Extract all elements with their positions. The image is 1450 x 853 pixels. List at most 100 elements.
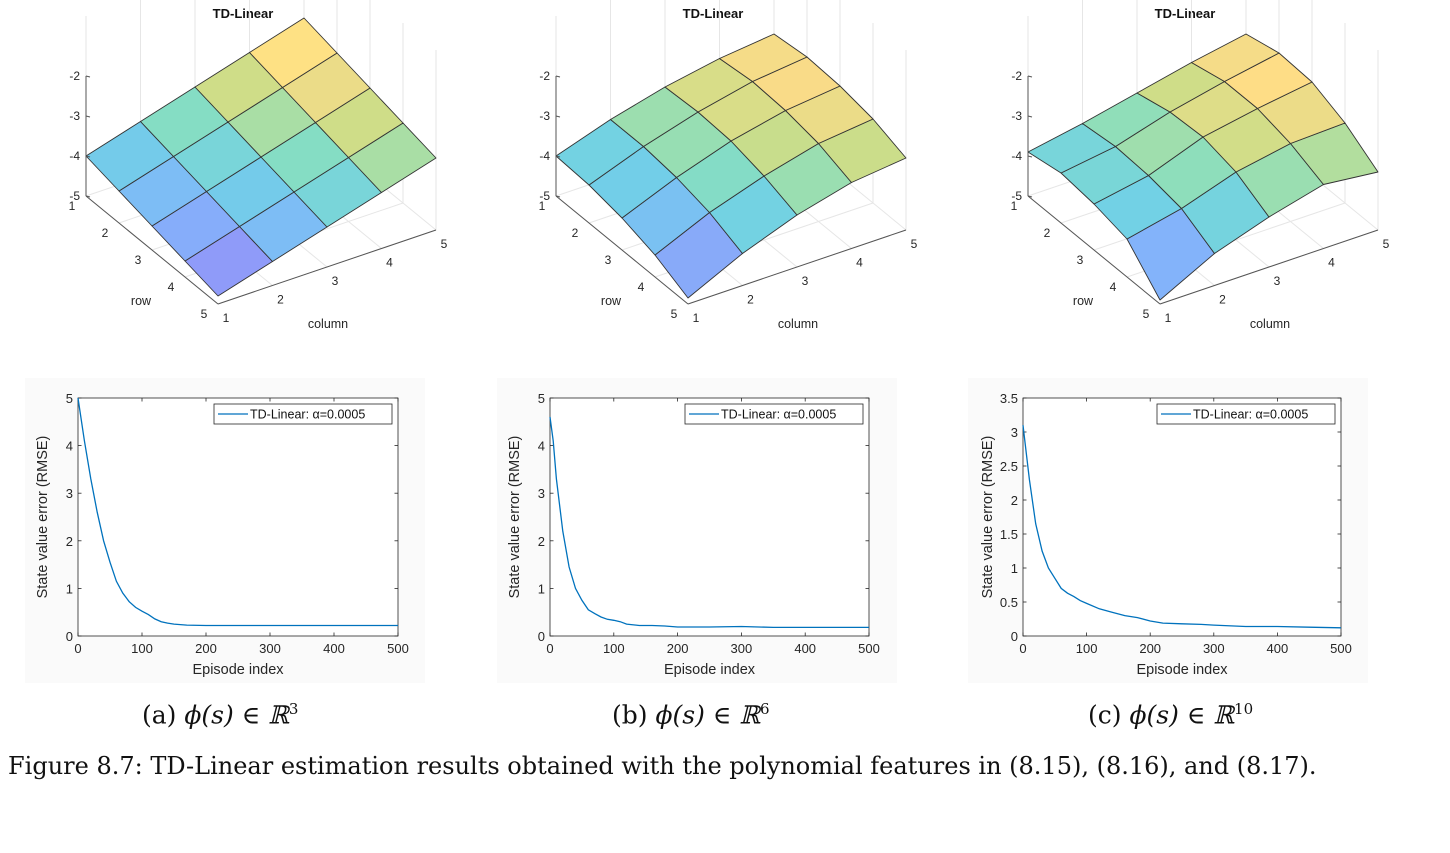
- x-tick-label: 300: [1203, 641, 1225, 656]
- row-tick-label: 2: [102, 226, 109, 240]
- z-tick: [555, 155, 561, 158]
- surface-patch: [249, 17, 338, 88]
- y-tick-label: 1.5: [1000, 527, 1018, 542]
- axes-box: [549, 397, 870, 637]
- row-tick-label: 1: [69, 199, 76, 213]
- row-tick-label: 5: [671, 307, 678, 321]
- z-tick-label: -5: [1011, 189, 1022, 203]
- plot-area: [550, 398, 869, 636]
- chart-title: TD-Linear: [683, 6, 744, 21]
- series-line: [549, 416, 869, 629]
- surface-patch: [719, 33, 808, 82]
- y-tick-label: 5: [538, 391, 545, 406]
- axes-frame: [549, 397, 870, 637]
- x-tick-label: 500: [1330, 641, 1352, 656]
- series-line: [77, 397, 398, 627]
- x-tick-label: 400: [323, 641, 345, 656]
- column-tick-label: 1: [223, 311, 230, 325]
- column-tick-label: 4: [386, 256, 393, 270]
- tick-labels: 0 100 200 300 400 500 0 0.5 1 1.5 2 2.5 3 3.5: [1000, 391, 1352, 656]
- y-axis-label: State value error (RMSE): [507, 436, 523, 599]
- z-tick: [1027, 155, 1033, 158]
- row-tick-label: 1: [539, 199, 546, 213]
- row-axis: [1027, 195, 1161, 305]
- subcaption-c: (c) ϕ(s) ∈ ℝ10: [1088, 700, 1253, 729]
- z-tick: [85, 155, 91, 158]
- column-tick-label: 5: [441, 237, 448, 251]
- z-tick: [85, 75, 91, 78]
- z-tick-label: -3: [69, 109, 80, 123]
- x-axis-label: Episode index: [664, 662, 756, 678]
- z-tick-label: -4: [1011, 149, 1022, 163]
- y-tick-label: 3: [538, 486, 545, 501]
- x-tick-label: 200: [195, 641, 217, 656]
- z-tick-label: -5: [539, 189, 550, 203]
- axes: [1027, 75, 1379, 305]
- column-tick-label: 3: [802, 274, 809, 288]
- axes-box: [77, 397, 399, 637]
- y-tick-label: 2: [538, 534, 545, 549]
- y-tick-label: 2: [1011, 493, 1018, 508]
- x-tick-label: 500: [858, 641, 880, 656]
- column-tick-label: 2: [747, 293, 754, 307]
- column-tick-label: 2: [1219, 293, 1226, 307]
- line-chart: 0 100 200 300 400 500 0 1 2 3 4 5 Episode index State…: [507, 391, 880, 678]
- legend-box: [1156, 403, 1336, 425]
- z-tick: [555, 75, 561, 78]
- x-tick-label: 0: [74, 641, 81, 656]
- subcaption-a: (a) ϕ(s) ∈ ℝ3: [142, 700, 298, 729]
- axes: [85, 75, 437, 305]
- x-tick-label: 0: [546, 641, 553, 656]
- x-tick-label: 300: [731, 641, 753, 656]
- column-axis: [217, 229, 437, 305]
- z-tick: [555, 115, 561, 118]
- column-tick-label: 3: [332, 274, 339, 288]
- x-tick-label: 500: [387, 641, 409, 656]
- legend: TD-Linear: α=0.0005: [1156, 403, 1336, 425]
- y-tick-label: 2: [66, 534, 73, 549]
- subcaption-math: ϕ(s) ∈ ℝ: [655, 700, 761, 730]
- legend-label: TD-Linear: α=0.0005: [250, 408, 365, 422]
- legend-box: [684, 403, 864, 425]
- x-tick-label: 100: [131, 641, 153, 656]
- row-axis-label: row: [1073, 294, 1094, 308]
- y-tick-label: 4: [538, 439, 545, 454]
- surface: [85, 17, 437, 297]
- legend: TD-Linear: α=0.0005: [684, 403, 864, 425]
- y-tick-label: 0: [538, 629, 545, 644]
- line-panel-b: 0 100 200 300 400 500 0 1 2 3 4 5 Episode index State…: [497, 378, 897, 683]
- subcaption-exponent: 3: [288, 700, 299, 718]
- y-tick-label: 5: [66, 391, 73, 406]
- z-tick-label: -2: [539, 69, 550, 83]
- legend-label: TD-Linear: α=0.0005: [1193, 408, 1308, 422]
- column-tick-label: 5: [1383, 237, 1390, 251]
- y-axis-label: State value error (RMSE): [35, 436, 51, 599]
- y-tick-label: 3: [1011, 425, 1018, 440]
- y-tick-label: 0: [66, 629, 73, 644]
- chart-title: TD-Linear: [1155, 6, 1216, 21]
- row-tick-label: 2: [1044, 226, 1051, 240]
- y-tick-label: 1: [1011, 561, 1018, 576]
- surface: [1027, 33, 1379, 301]
- plot-area: [1023, 398, 1341, 636]
- x-tick-label: 100: [1076, 641, 1098, 656]
- surface-patch: [1191, 33, 1280, 82]
- z-tick-label: -2: [1011, 69, 1022, 83]
- z-tick: [85, 115, 91, 118]
- tick-labels: 0 100 200 300 400 500 0 1 2 3 4 5: [538, 391, 880, 656]
- x-tick-label: 200: [667, 641, 689, 656]
- column-tick-label: 4: [1328, 256, 1335, 270]
- z-tick: [85, 195, 91, 198]
- row-tick-label: 3: [135, 253, 142, 267]
- z-tick-label: -3: [539, 109, 550, 123]
- row-axis: [85, 195, 219, 305]
- line-panel-a: 0 100 200 300 400 500 0 1 2 3 4 5 Episode index State…: [25, 378, 425, 683]
- x-axis-label: Episode index: [1136, 662, 1228, 678]
- z-tick: [555, 195, 561, 198]
- subcaption-prefix: (b): [612, 700, 656, 730]
- row-axis-label: row: [131, 294, 152, 308]
- z-tick: [1027, 195, 1033, 198]
- subcaption-exponent: 6: [760, 700, 770, 718]
